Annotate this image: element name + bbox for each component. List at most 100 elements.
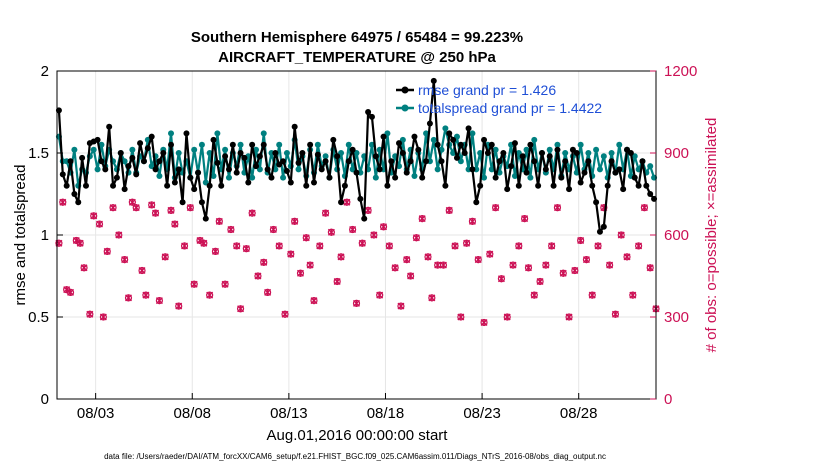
obs-point-39 xyxy=(242,245,250,253)
obs-point-72 xyxy=(418,215,426,223)
obs-assimilated-marker-56 xyxy=(333,277,341,285)
totalspread-point-140 xyxy=(596,166,603,173)
totalspread-point-123 xyxy=(531,136,538,143)
rmse-point-32 xyxy=(179,199,186,206)
rmse-point-46 xyxy=(233,169,240,176)
obs-point-79 xyxy=(457,313,465,321)
obs-point-43 xyxy=(264,288,272,296)
obs-point-67 xyxy=(391,264,399,272)
y-tick-label-4: 2 xyxy=(41,63,49,80)
rmse-point-21 xyxy=(137,140,144,147)
rmse-point-118 xyxy=(511,140,518,147)
rmse-point-106 xyxy=(465,125,472,132)
obs-assimilated-marker-38 xyxy=(237,305,245,313)
obs-point-5 xyxy=(76,239,84,247)
obs-point-112 xyxy=(646,264,654,272)
rmse-point-6 xyxy=(79,154,86,161)
obs-assimilated-marker-70 xyxy=(407,272,415,280)
totalspread-point-135 xyxy=(577,141,584,148)
obs-assimilated-marker-36 xyxy=(227,226,235,234)
obs-point-20 xyxy=(148,201,156,209)
rmse-point-14 xyxy=(110,182,117,189)
rmse-point-22 xyxy=(140,158,147,165)
rmse-point-130 xyxy=(558,174,565,181)
totalspread-point-53 xyxy=(260,130,267,137)
obs-point-110 xyxy=(635,242,643,250)
totalspread-point-47 xyxy=(237,141,244,148)
obs-assimilated-marker-110 xyxy=(635,242,643,250)
rmse-point-127 xyxy=(546,153,553,160)
totalspread-point-59 xyxy=(283,150,290,156)
obs-assimilated-marker-76 xyxy=(439,261,447,269)
obs-assimilated-marker-72 xyxy=(418,215,426,223)
obs-assimilated-marker-23 xyxy=(161,253,169,261)
rmse-point-11 xyxy=(98,158,105,165)
rmse-point-142 xyxy=(604,182,611,189)
obs-point-49 xyxy=(296,269,305,277)
obs-point-73 xyxy=(424,253,432,261)
totalspread-point-122 xyxy=(527,174,534,181)
totalspread-point-143 xyxy=(608,150,615,156)
rmse-point-125 xyxy=(538,150,545,156)
obs-assimilated-marker-78 xyxy=(451,242,459,250)
rmse-point-18 xyxy=(125,163,132,170)
obs-assimilated-marker-58 xyxy=(343,198,351,206)
obs-point-47 xyxy=(287,250,295,258)
obs-assimilated-marker-90 xyxy=(521,215,529,223)
obs-point-15 xyxy=(124,294,133,302)
obs-assimilated-marker-25 xyxy=(171,220,179,228)
obs-assimilated-marker-20 xyxy=(148,201,156,209)
obs-assimilated-marker-109 xyxy=(629,291,637,299)
obs-assimilated-marker-4 xyxy=(72,236,80,244)
obs-point-105 xyxy=(606,261,614,269)
legend-label-rmse: rmse grand pr = 1.426 xyxy=(418,82,556,98)
rmse-point-55 xyxy=(268,174,275,181)
obs-assimilated-marker-1 xyxy=(59,198,67,206)
obs-point-19 xyxy=(142,291,150,299)
obs-point-3 xyxy=(66,288,75,296)
obs-point-44 xyxy=(269,225,278,234)
obs-assimilated-marker-52 xyxy=(310,297,318,305)
obs-assimilated-marker-48 xyxy=(291,217,299,225)
obs-point-85 xyxy=(492,204,500,212)
rmse-point-77 xyxy=(353,169,360,176)
rmse-point-92 xyxy=(411,133,418,140)
y-axis-label: rmse and totalspread xyxy=(12,165,29,306)
obs-point-102 xyxy=(588,291,596,299)
rmse-point-136 xyxy=(581,169,588,176)
obs-point-38 xyxy=(236,305,245,313)
obs-point-29 xyxy=(190,280,198,288)
obs-point-52 xyxy=(310,297,318,305)
obs-point-66 xyxy=(385,242,393,250)
rmse-point-89 xyxy=(399,150,406,156)
obs-assimilated-marker-53 xyxy=(316,242,324,250)
obs-point-87 xyxy=(503,313,511,321)
obs-assimilated-marker-111 xyxy=(640,204,648,212)
totalspread-point-92 xyxy=(411,172,418,179)
rmse-point-36 xyxy=(195,169,202,176)
obs-point-54 xyxy=(321,209,330,217)
rmse-point-107 xyxy=(469,166,476,173)
rmse-point-96 xyxy=(426,120,433,127)
rmse-point-108 xyxy=(473,199,480,206)
totalspread-point-97 xyxy=(430,136,437,143)
obs-assimilated-marker-69 xyxy=(403,256,411,264)
obs-assimilated-marker-66 xyxy=(385,242,393,250)
totalspread-point-118 xyxy=(511,172,518,179)
rmse-point-72 xyxy=(334,153,341,160)
x-axis-ticks: 08/03 08/08 08/13 08/18 08/23 08/28 xyxy=(77,393,597,422)
obs-point-60 xyxy=(352,299,361,307)
obs-point-23 xyxy=(161,253,169,261)
obs-point-55 xyxy=(327,228,335,236)
rmse-point-54 xyxy=(264,166,271,173)
obs-assimilated-marker-10 xyxy=(99,313,107,321)
legend-marker-rmse xyxy=(401,86,409,94)
rmse-point-1 xyxy=(59,171,66,178)
obs-point-86 xyxy=(497,275,506,283)
rmse-point-16 xyxy=(117,150,124,156)
rmse-point-134 xyxy=(573,150,580,156)
obs-point-111 xyxy=(640,204,649,212)
rmse-point-47 xyxy=(237,150,244,156)
obs-point-18 xyxy=(138,266,146,275)
rmse-point-113 xyxy=(492,174,499,181)
